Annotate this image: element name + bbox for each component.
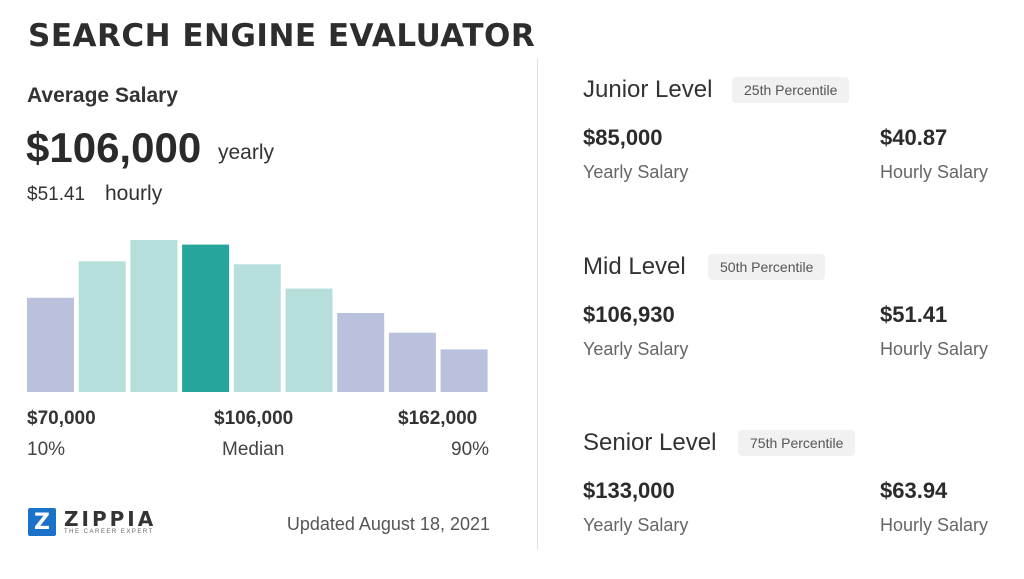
axis-high-value: $162,000	[398, 408, 478, 429]
average-salary-label: Average Salary	[27, 84, 178, 107]
histogram-bar	[440, 349, 488, 392]
salary-histogram	[27, 240, 488, 392]
hourly-salary-label: Hourly Salary	[880, 515, 989, 535]
hourly-salary-label: Hourly Salary	[880, 339, 989, 359]
histogram-bar	[182, 244, 230, 392]
axis-high-percentile: 90%	[451, 439, 490, 460]
histogram-bar	[78, 261, 126, 392]
zippia-logo-icon: Z	[28, 508, 56, 536]
histogram-bar	[27, 297, 74, 392]
average-salary-unit: yearly	[218, 141, 275, 164]
yearly-salary-label: Yearly Salary	[583, 515, 689, 535]
hourly-salary-value: $63.94	[880, 478, 948, 503]
histogram-bar	[233, 264, 281, 392]
senior-level-card: Senior Level 75th Percentile $133,000 Ye…	[583, 429, 1003, 579]
histogram-bar	[130, 240, 178, 392]
average-salary-value: $106,000	[26, 124, 202, 171]
yearly-salary-value: $106,930	[583, 302, 675, 327]
axis-median-value: $106,000	[214, 408, 294, 429]
level-name: Mid Level	[583, 253, 686, 280]
logo-name: ZIPPIA	[64, 507, 157, 531]
logo-tagline: THE CAREER EXPERT	[64, 529, 154, 535]
percentile-badge: 50th Percentile	[708, 254, 826, 280]
histogram-bar	[388, 332, 436, 392]
level-name: Senior Level	[583, 429, 717, 456]
histogram-bar	[337, 313, 385, 392]
axis-low-value: $70,000	[27, 408, 96, 429]
junior-level-card: Junior Level 25th Percentile $85,000 Yea…	[583, 76, 1003, 226]
histogram-bar	[285, 288, 333, 392]
axis-low-percentile: 10%	[27, 439, 66, 460]
percentile-badge: 25th Percentile	[732, 77, 850, 103]
yearly-salary-label: Yearly Salary	[583, 339, 689, 359]
mid-level-card: Mid Level 50th Percentile $106,930 Yearl…	[583, 253, 1003, 403]
column-divider	[537, 58, 538, 550]
page-title: SEARCH ENGINE EVALUATOR	[28, 18, 536, 54]
hourly-salary-value: $51.41	[880, 302, 948, 327]
axis-median-label: Median	[222, 439, 285, 460]
zippia-logo[interactable]: Z ZIPPIA THE CAREER EXPERT	[28, 508, 156, 536]
yearly-salary-value: $133,000	[583, 478, 675, 503]
updated-date: Updated August 18, 2021	[286, 514, 490, 534]
yearly-salary-value: $85,000	[583, 125, 663, 150]
percentile-badge: 75th Percentile	[738, 430, 856, 456]
hourly-salary-value: $51.41	[27, 184, 86, 205]
yearly-salary-label: Yearly Salary	[583, 162, 689, 182]
hourly-salary-value: $40.87	[880, 125, 948, 150]
hourly-salary-label: Hourly Salary	[880, 162, 989, 182]
hourly-salary-unit: hourly	[105, 182, 163, 205]
level-name: Junior Level	[583, 76, 713, 103]
